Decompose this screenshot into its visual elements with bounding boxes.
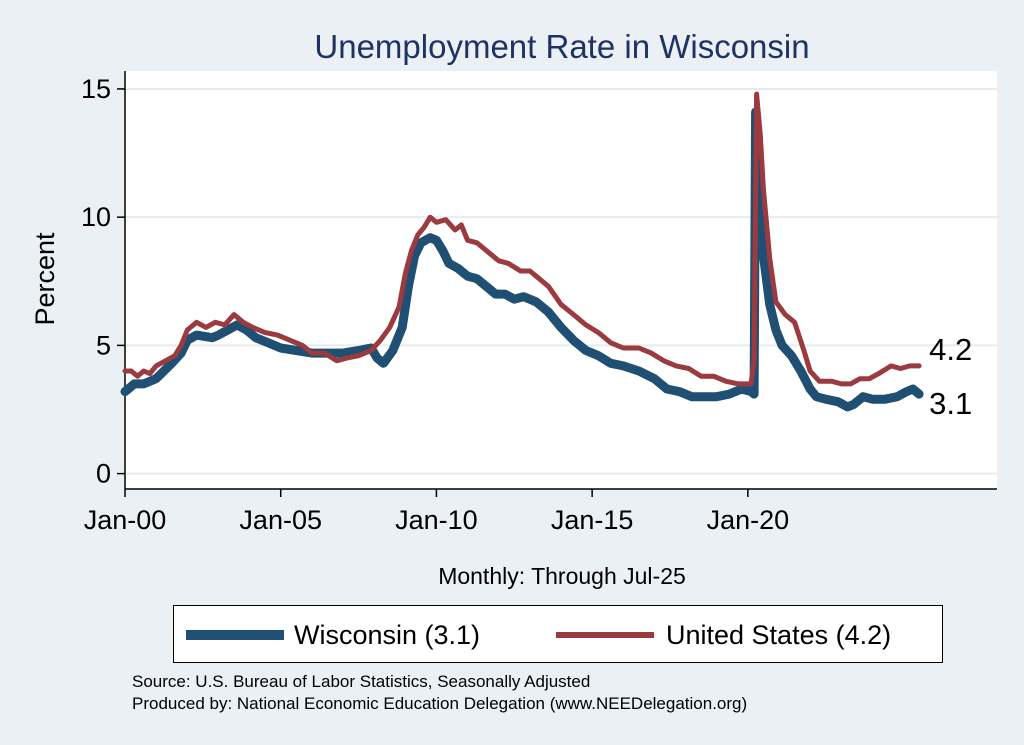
x-tick-label-Jan-20: Jan-20 — [707, 505, 790, 535]
y-tick-label-10: 10 — [81, 202, 111, 232]
legend-label-wisconsin: Wisconsin (3.1) — [294, 620, 481, 650]
producer-line: Produced by: National Economic Education… — [132, 694, 748, 713]
series-line-united-states — [122, 91, 922, 387]
x-tick-label-Jan-00: Jan-00 — [84, 505, 167, 535]
legend-swatch-wisconsin — [186, 630, 284, 640]
y-axis-label: Percent — [30, 232, 60, 326]
plot-area — [125, 71, 997, 489]
series-lines — [120, 91, 924, 412]
x-axis-label: Monthly: Through Jul-25 — [438, 563, 686, 589]
end-label-united-states: 4.2 — [929, 332, 972, 367]
x-tick-label-Jan-15: Jan-15 — [551, 505, 634, 535]
end-label-wisconsin: 3.1 — [929, 386, 972, 421]
legend-label-united-states: United States (4.2) — [666, 620, 892, 650]
legend: Wisconsin (3.1) United States (4.2) — [173, 605, 943, 663]
chart-title: Unemployment Rate in Wisconsin — [314, 28, 809, 65]
source-line: Source: U.S. Bureau of Labor Statistics,… — [132, 672, 591, 691]
x-tick-label-Jan-05: Jan-05 — [239, 505, 322, 535]
x-tick-label-Jan-10: Jan-10 — [395, 505, 478, 535]
y-tick-label-5: 5 — [96, 330, 111, 360]
series-line-wisconsin — [120, 107, 924, 412]
legend-swatch-united-states — [556, 632, 654, 638]
axes: 0 5 10 15 Jan-00 Jan-05 Jan-10 Jan-15 Jan-20 — [81, 71, 997, 535]
y-tick-label-0: 0 — [96, 459, 111, 489]
line-chart: Unemployment Rate in Wisconsin 0 5 10 15 Jan… — [30, 28, 997, 589]
y-tick-label-15: 15 — [81, 74, 111, 104]
end-labels: 3.1 4.2 — [929, 332, 972, 421]
